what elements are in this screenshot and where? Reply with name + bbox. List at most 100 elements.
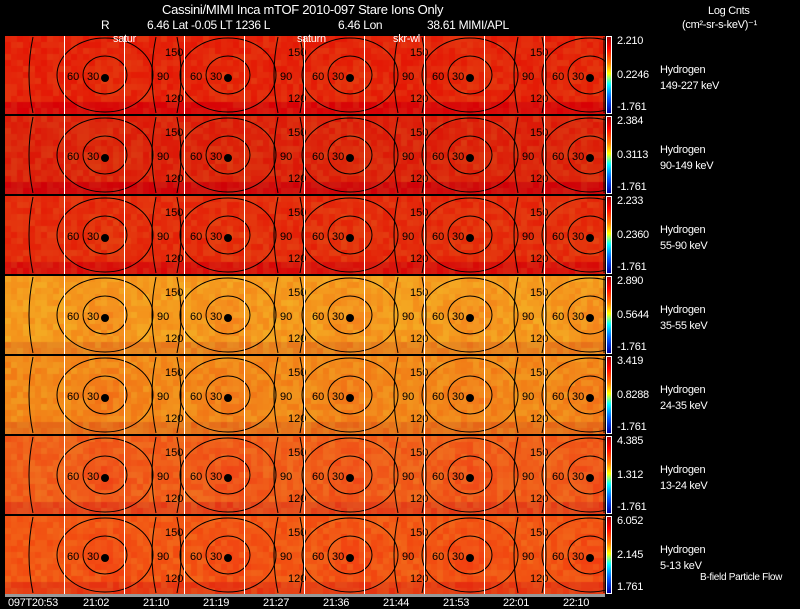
contour-60 (541, 517, 605, 593)
colorbar (606, 356, 612, 434)
contour-label: 30 (87, 231, 99, 243)
contour-90 (273, 36, 279, 114)
contour-90 (299, 36, 305, 114)
contour-90 (393, 196, 399, 274)
frame-divider (424, 276, 425, 354)
frame-divider (304, 36, 305, 114)
contour-label: 90 (157, 551, 169, 563)
frame-divider (364, 116, 365, 194)
frame-divider (304, 196, 305, 274)
frame-divider (244, 276, 245, 354)
contour-label: 30 (572, 311, 584, 323)
contour-label: 120 (165, 573, 183, 585)
contour-90 (513, 276, 519, 354)
contour-90 (151, 36, 157, 114)
contour-label: 60 (552, 551, 564, 563)
time-tick-label: 22:01 (503, 597, 530, 609)
colorbar-mid: 2.145 (617, 549, 644, 561)
contour-label: 120 (165, 333, 183, 345)
contour-90 (273, 516, 279, 594)
contour-label: 120 (410, 493, 428, 505)
contour-label: 150 (530, 447, 548, 459)
contour-label: 150 (530, 47, 548, 59)
contour-30 (447, 455, 493, 495)
time-tick-label: 21:53 (443, 597, 470, 609)
contour-30 (327, 375, 373, 415)
contour-label: 60 (432, 471, 444, 483)
contour-label: 60 (190, 231, 202, 243)
overlay-label-satur: satur (113, 33, 136, 45)
contour-label: 120 (165, 253, 183, 265)
contour-label: 120 (165, 173, 183, 185)
contour-90 (541, 276, 547, 354)
contour-label: 120 (530, 413, 548, 425)
contour-label: 150 (288, 287, 306, 299)
contour-label: 60 (312, 391, 324, 403)
planet-marker (346, 314, 354, 322)
contour-90 (28, 276, 34, 354)
longitude: 6.46 Lon (338, 18, 383, 32)
contour-label: 60 (552, 71, 564, 83)
contour-label: 120 (288, 573, 306, 585)
contour-60 (56, 357, 154, 433)
contour-60 (179, 357, 277, 433)
contour-label: 60 (432, 551, 444, 563)
frame-divider (184, 196, 185, 274)
contour-label: 150 (410, 127, 428, 139)
contour-30 (567, 455, 605, 495)
planet-marker (224, 234, 232, 242)
frame-divider (304, 436, 305, 514)
colorbar-max: 3.419 (617, 355, 644, 367)
contour-90 (176, 36, 182, 114)
frame-divider (244, 436, 245, 514)
planet-marker (586, 394, 594, 402)
contour-label: 120 (288, 333, 306, 345)
frame-divider (64, 356, 65, 434)
contour-label: 90 (280, 471, 292, 483)
contour-60 (421, 357, 519, 433)
contour-90 (151, 116, 157, 194)
contour-90 (421, 116, 427, 194)
contour-label: 150 (410, 527, 428, 539)
species-label: Hydrogen (660, 384, 706, 396)
contour-label: 60 (312, 311, 324, 323)
frame-divider (424, 36, 425, 114)
heatmap-panel: 30 60 90 120 150 30 60 90 120 150 30 60 90 120 150 30 60… (5, 36, 605, 114)
contour-60 (179, 117, 277, 193)
contour-label: 150 (165, 47, 183, 59)
contour-label: 120 (530, 253, 548, 265)
contour-label: 150 (165, 287, 183, 299)
time-tick-label: 21:27 (263, 597, 290, 609)
contour-30 (327, 455, 373, 495)
contour-30 (82, 295, 128, 335)
frame-divider (184, 516, 185, 594)
planet-marker (346, 554, 354, 562)
contour-label: 60 (312, 471, 324, 483)
contour-label: 150 (530, 207, 548, 219)
frame-divider (184, 36, 185, 114)
frame-divider (484, 356, 485, 434)
contour-90 (151, 276, 157, 354)
contour-label: 60 (552, 471, 564, 483)
contour-60 (421, 197, 519, 273)
contour-30 (447, 215, 493, 255)
contour-label: 30 (572, 151, 584, 163)
frame-divider (304, 116, 305, 194)
contour-label: 90 (280, 391, 292, 403)
contour-60 (421, 117, 519, 193)
contour-90 (28, 36, 34, 114)
contour-90 (28, 196, 34, 274)
planet-marker (466, 474, 474, 482)
contour-label: 120 (530, 93, 548, 105)
contour-90 (299, 196, 305, 274)
contour-30 (567, 215, 605, 255)
contour-label: 60 (312, 551, 324, 563)
species-label: Hydrogen (660, 144, 706, 156)
contour-label: 60 (552, 231, 564, 243)
contour-label: 90 (157, 391, 169, 403)
contour-label: 60 (67, 231, 79, 243)
contour-30 (567, 535, 605, 575)
contour-60 (421, 277, 519, 353)
heatmap-panel: 30 60 90 120 150 30 60 90 120 150 30 60 90 120 150 30 60… (5, 516, 605, 594)
planet-marker (101, 394, 109, 402)
